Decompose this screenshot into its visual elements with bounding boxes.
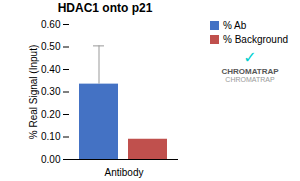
svg-text:0.00: 0.00 [41, 154, 61, 165]
html-text:% Background: % Background [223, 34, 288, 45]
svg-text:0.20: 0.20 [41, 109, 61, 120]
html-text:HDAC1 onto p21: HDAC1 onto p21 [57, 1, 153, 15]
html-text:CHROMATRAP: CHROMATRAP [225, 76, 275, 83]
svg-text:0.10: 0.10 [41, 131, 61, 142]
svg-text:0.50: 0.50 [41, 41, 61, 52]
svg-text:% Real Signal (Input): % Real Signal (Input) [28, 45, 39, 140]
svg-text:Antibody: Antibody [105, 167, 144, 178]
svg-text:0.30: 0.30 [41, 86, 61, 97]
html-text:CHROMATRAP: CHROMATRAP [221, 67, 279, 76]
html-text:% Ab: % Ab [223, 20, 247, 31]
svg-text:0.40: 0.40 [41, 64, 61, 75]
svg-text:0.60: 0.60 [41, 19, 61, 30]
